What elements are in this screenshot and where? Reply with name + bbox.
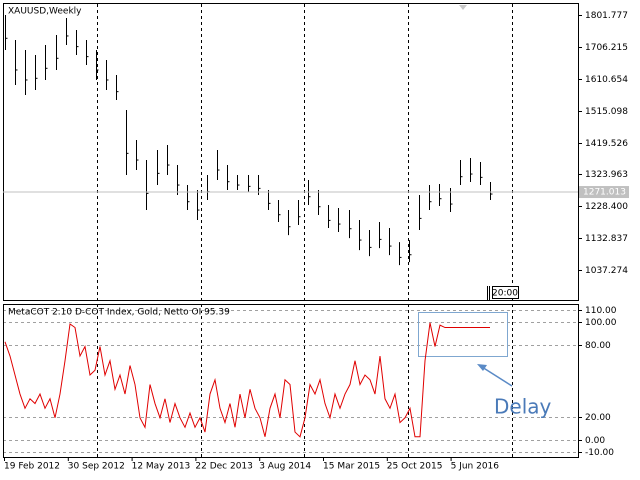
time-box	[492, 286, 519, 299]
current-price-box	[579, 186, 629, 199]
y-tick-label: 0.00	[585, 436, 605, 446]
indicator-panel	[3, 304, 579, 458]
arrow-head	[477, 364, 487, 371]
annotation: Delay	[494, 395, 552, 419]
y-tick-label: 1132.837	[585, 234, 628, 244]
indicator-title: MetaCOT 2.10 D-COT Index, Gold, Netto OI…	[8, 308, 230, 318]
chart-title: XAUUSD,Weekly	[8, 7, 82, 17]
y-tick-label: 1037.274	[585, 266, 628, 276]
x-tick-label: 15 Mar 2015	[323, 462, 380, 472]
y-tick-label: 1323.963	[585, 170, 628, 180]
y-tick-label: 1610.654	[585, 75, 628, 85]
x-tick-label: 5 Jun 2016	[451, 462, 500, 472]
x-tick-label: 30 Sep 2012	[68, 462, 125, 472]
x-tick-label: 19 Feb 2012	[4, 462, 60, 472]
x-tick-label: 22 Dec 2013	[195, 462, 253, 472]
time-label: 20:00	[492, 289, 518, 299]
y-tick-label: 1515.098	[585, 107, 628, 117]
x-tick-label: 25 Oct 2015	[387, 462, 443, 472]
x-tick-label: 12 May 2013	[132, 462, 191, 472]
x-tick-label: 3 Aug 2014	[259, 462, 311, 472]
y-tick-label: 1706.215	[585, 43, 628, 53]
y-tick-label: 1801.777	[585, 11, 628, 21]
y-tick-label: 100.00	[585, 318, 617, 328]
y-tick-label: 110.00	[585, 306, 617, 316]
indicator-line	[4, 322, 490, 438]
shift-marker	[459, 5, 467, 10]
y-tick-label: 1419.526	[585, 139, 628, 149]
y-tick-label: 80.00	[585, 341, 611, 351]
y-tick-label: 1228.400	[585, 202, 628, 212]
arrow	[481, 366, 513, 387]
highlight-box	[418, 312, 508, 357]
y-tick-label: -10.00	[585, 448, 614, 458]
main-panel	[3, 3, 579, 301]
current-price-label: 1271.013	[583, 188, 626, 198]
y-tick-label: 20.00	[585, 413, 611, 423]
